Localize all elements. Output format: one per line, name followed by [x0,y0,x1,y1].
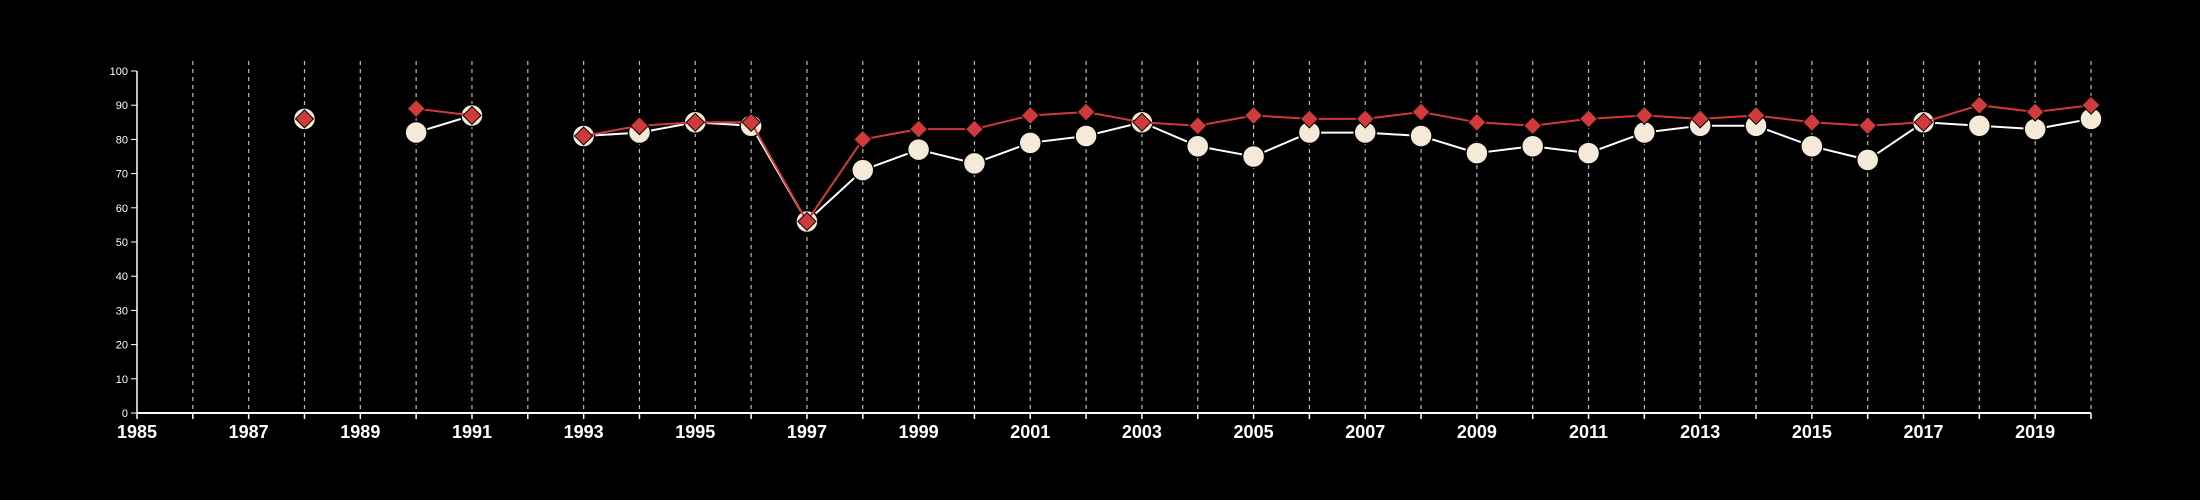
x-tick-label-1985: 1985 [117,422,157,442]
point-diamond-1997 [797,211,817,232]
y-tick-label-0: 0 [122,408,128,420]
point-circle-1990 [404,120,428,145]
x-tick-label-2001: 2001 [1010,422,1050,442]
point-circle-1998 [851,158,875,182]
point-diamond-2006 [1299,109,1320,129]
point-diamond-2009 [1467,112,1487,133]
point-circle-2011 [1576,141,1601,165]
x-tick-label-1995: 1995 [675,422,715,442]
point-diamond-2007 [1355,109,1375,129]
y-tick-label-100: 100 [110,66,128,78]
x-tick-label-2019: 2019 [2015,422,2055,442]
y-tick-label-10: 10 [116,374,128,386]
x-tick-label-1999: 1999 [899,422,939,442]
y-tick-label-30: 30 [116,305,128,317]
x-tick-label-1997: 1997 [787,422,827,442]
point-diamond-2005 [1243,105,1264,126]
point-diamond-1998 [853,129,873,150]
series-diamond [294,95,2101,232]
point-diamond-2017 [1913,112,1934,133]
point-diamond-2012 [1634,105,1655,126]
x-tick-label-1993: 1993 [564,422,604,442]
y-tick-label-50: 50 [116,237,128,249]
series-circle-line-2 [583,117,2092,224]
y-tick-label-80: 80 [116,134,128,146]
point-circle-2018 [1967,113,1992,138]
x-tick-label-1987: 1987 [229,422,269,442]
point-diamond-1994 [629,116,650,136]
point-diamond-2004 [1188,116,1208,136]
point-circle-2008 [1409,124,1433,148]
x-tick-label-2015: 2015 [1792,422,1832,442]
point-circle-2010 [1520,134,1545,158]
point-diamond-2003 [1132,112,1152,133]
point-diamond-2001 [1020,105,1040,126]
point-diamond-1988 [294,109,315,129]
point-diamond-2016 [1857,116,1878,136]
point-diamond-1991 [462,105,482,126]
point-circle-2002 [1074,124,1098,148]
x-tick-label-1991: 1991 [452,422,492,442]
y-tick-label-70: 70 [116,169,128,181]
point-diamond-2000 [964,119,985,139]
point-circle-2005 [1241,144,1266,169]
x-tick-label-2011: 2011 [1569,422,1608,442]
x-tick-label-2005: 2005 [1234,422,1274,442]
y-tick-label-40: 40 [116,271,128,283]
point-circle-2009 [1465,141,1489,165]
point-circle-1999 [906,137,931,162]
point-diamond-1999 [908,119,929,139]
point-diamond-2018 [1969,95,1990,115]
x-tick-label-2009: 2009 [1457,422,1497,442]
point-diamond-2011 [1578,109,1599,129]
point-diamond-1995 [685,112,705,133]
y-tick-label-90: 90 [116,100,128,112]
point-diamond-1990 [406,98,426,119]
point-diamond-2015 [1802,112,1822,133]
point-circle-2001 [1018,131,1043,155]
point-circle-2004 [1185,134,1210,158]
point-diamond-2014 [1746,105,1766,126]
point-circle-2015 [1800,134,1824,158]
x-tick-label-1989: 1989 [340,422,380,442]
point-diamond-2013 [1690,109,1710,129]
point-diamond-2002 [1076,102,1096,122]
point-circle-2016 [1855,148,1880,172]
x-tick-label-2017: 2017 [1903,422,1943,442]
y-tick-label-60: 60 [116,203,128,215]
point-diamond-2010 [1523,116,1543,136]
x-tick-label-2007: 2007 [1345,422,1385,442]
x-tick-label-2013: 2013 [1680,422,1720,442]
point-diamond-2019 [2025,102,2045,122]
point-diamond-2020 [2081,95,2101,115]
point-circle-2000 [962,151,987,176]
point-diamond-2008 [1411,102,1431,122]
series-diamond-line-2 [583,104,2092,224]
point-diamond-1996 [741,112,761,133]
point-diamond-1993 [573,126,594,146]
x-tick-label-2003: 2003 [1122,422,1162,442]
series-diamond-line-1 [415,107,473,117]
y-tick-label-20: 20 [116,340,128,352]
